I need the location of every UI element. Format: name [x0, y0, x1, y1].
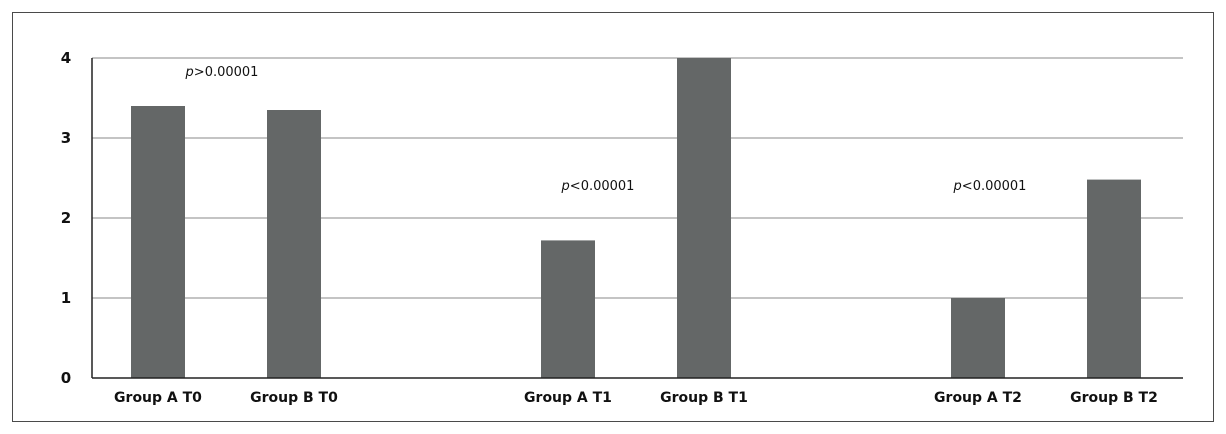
p-value: >0.00001	[194, 65, 259, 80]
y-tick-label: 1	[61, 289, 71, 307]
bar	[951, 298, 1005, 378]
p-symbol: p	[185, 65, 194, 80]
x-tick-label: Group B T0	[250, 390, 338, 406]
y-tick-label: 4	[61, 49, 71, 67]
bar	[541, 240, 595, 378]
x-tick-label: Group A T0	[114, 390, 202, 406]
x-tick-label: Group A T1	[524, 390, 612, 406]
axes	[91, 58, 1183, 379]
p-value-annotation: p<0.00001	[953, 179, 1027, 194]
p-value-annotation: p>0.00001	[185, 65, 259, 80]
p-symbol: p	[561, 179, 570, 194]
p-value-annotation: p<0.00001	[561, 179, 635, 194]
y-tick-label: 3	[61, 129, 71, 147]
x-tick-label: Group B T1	[660, 390, 748, 406]
x-tick-label: Group A T2	[934, 390, 1022, 406]
x-tick-label: Group B T2	[1070, 390, 1158, 406]
bars	[131, 58, 1141, 378]
gridlines	[92, 57, 1183, 299]
bar	[267, 110, 321, 378]
bar	[131, 106, 185, 378]
chart-border	[12, 12, 1214, 422]
p-symbol: p	[953, 179, 962, 194]
bar	[677, 58, 731, 378]
y-tick-label: 2	[61, 209, 71, 227]
x-tick-labels: Group A T0 Group B T0 Group A T1 Group B T1…	[114, 390, 1158, 406]
p-value: <0.00001	[570, 179, 635, 194]
bar	[1087, 179, 1141, 378]
y-tick-label: 0	[61, 369, 71, 387]
y-tick-labels: 0 1 2 3 4	[61, 49, 71, 387]
p-value: <0.00001	[962, 179, 1027, 194]
